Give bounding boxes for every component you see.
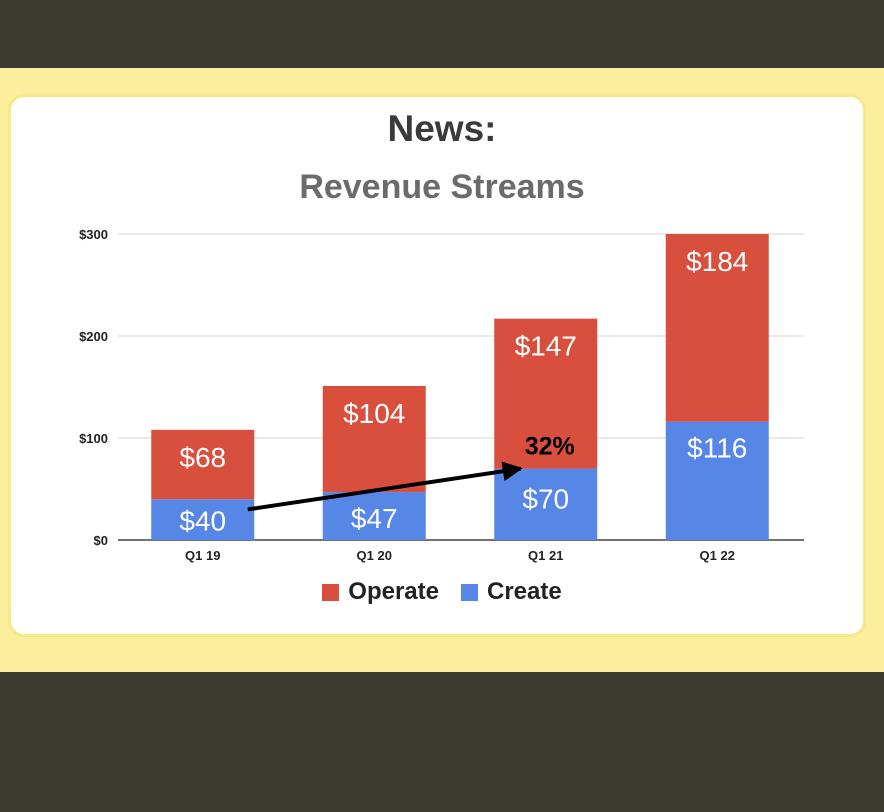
- y-tick-label: $300: [79, 227, 108, 242]
- legend: Operate Create: [0, 578, 884, 606]
- legend-item-operate: Operate: [322, 578, 439, 606]
- data-label-operate: $147: [515, 331, 577, 362]
- bar-operate: [665, 234, 769, 422]
- growth-arrow: [247, 461, 523, 512]
- data-label-operate: $184: [686, 246, 748, 277]
- chart-title: News:: [387, 108, 497, 149]
- bar-operate: [494, 318, 598, 469]
- bar-operate: [322, 385, 426, 493]
- y-tick-label: $0: [94, 533, 108, 548]
- bar-create: [322, 492, 426, 540]
- annotation: 32%: [247, 433, 575, 512]
- bar-create: [665, 421, 769, 540]
- data-label-create: $70: [522, 484, 569, 515]
- bar-operate: [151, 429, 255, 500]
- data-label-create: $47: [351, 503, 398, 534]
- legend-item-create: Create: [460, 578, 562, 606]
- x-tick-label: Q1 21: [528, 548, 563, 563]
- legend-label-create: Create: [486, 578, 562, 605]
- legend-label-operate: Operate: [348, 578, 439, 605]
- x-tick-label: Q1 20: [357, 548, 392, 563]
- x-tick-label: Q1 22: [700, 548, 735, 563]
- data-label-operate: $104: [343, 398, 405, 429]
- operate-swatch: [322, 583, 340, 601]
- growth-annotation: 32%: [525, 433, 575, 461]
- data-label-operate: $68: [179, 442, 226, 473]
- y-tick-label: $100: [79, 431, 108, 446]
- chart-subtitle: Revenue Streams: [299, 168, 585, 206]
- data-label-create: $116: [687, 433, 747, 464]
- bar-create: [151, 499, 255, 540]
- create-swatch: [460, 583, 478, 601]
- y-tick-label: $200: [79, 329, 108, 344]
- data-label-create: $40: [179, 505, 226, 536]
- x-tick-label: Q1 19: [185, 548, 220, 563]
- bars: $40 $68 Q1 19 $47 $104 Q1 20 $70 $147 Q1 21 $116 $…: [151, 234, 769, 563]
